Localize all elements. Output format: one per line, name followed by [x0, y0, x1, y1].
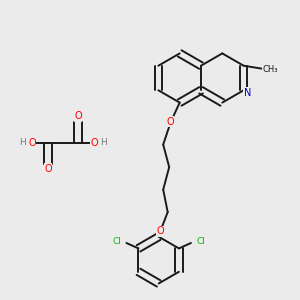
- Text: CH₃: CH₃: [263, 64, 278, 74]
- Text: H: H: [100, 138, 107, 147]
- Text: Cl: Cl: [196, 237, 205, 246]
- Text: O: O: [157, 226, 165, 236]
- Text: O: O: [166, 117, 174, 127]
- Text: H: H: [19, 138, 26, 147]
- Text: O: O: [74, 111, 82, 121]
- Text: Cl: Cl: [112, 237, 121, 246]
- Text: O: O: [44, 164, 52, 174]
- Text: O: O: [28, 137, 36, 148]
- Text: O: O: [90, 137, 98, 148]
- Text: N: N: [244, 88, 251, 98]
